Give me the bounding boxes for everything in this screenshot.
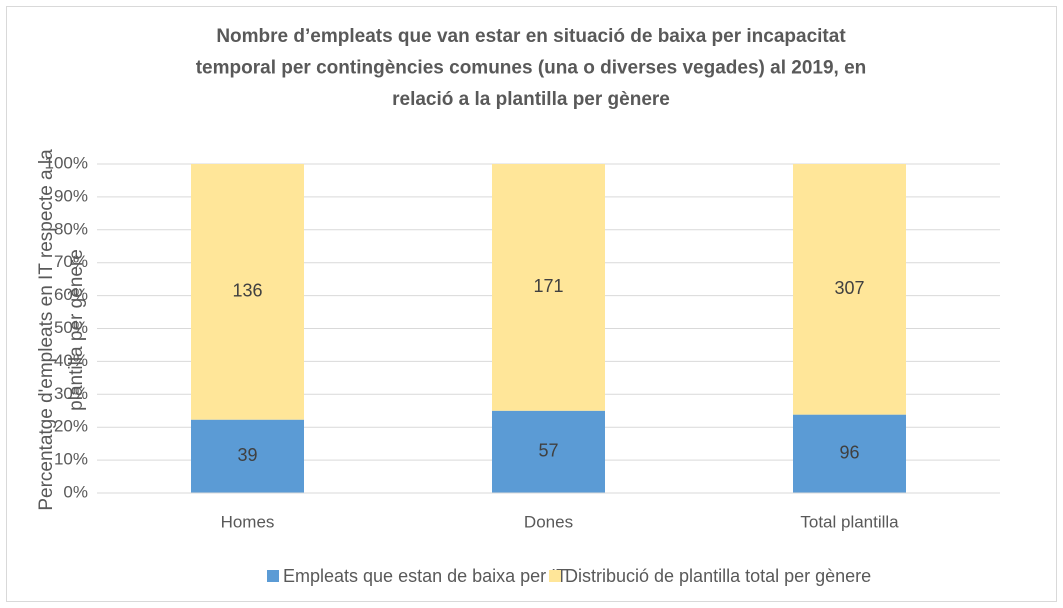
y-tick-label: 10% xyxy=(54,450,88,469)
bar-segment xyxy=(793,414,906,493)
bar-segment xyxy=(492,164,605,411)
y-axis-label: Percentatge d'empleats en IT respecte a … xyxy=(36,149,57,511)
y-tick-label: 90% xyxy=(54,186,88,205)
bar-segment xyxy=(191,419,304,493)
y-tick-label: 70% xyxy=(54,252,88,271)
y-tick-label: 80% xyxy=(54,219,88,238)
y-tick-label: 0% xyxy=(63,482,88,501)
data-label: 136 xyxy=(232,281,262,301)
chart-title: Nombre d’empleats que van estar en situa… xyxy=(216,26,846,47)
y-axis-label: plantilla per gènere xyxy=(66,249,87,411)
chart-title: temporal per contingències comunes (una … xyxy=(196,58,867,79)
x-tick-label: Total plantilla xyxy=(800,512,899,531)
x-tick-label: Homes xyxy=(221,512,275,531)
data-label: 57 xyxy=(538,441,558,461)
y-tick-label: 100% xyxy=(45,153,88,172)
legend-label: Distribució de plantilla total per gèner… xyxy=(565,566,871,586)
bar-segment xyxy=(191,164,304,420)
y-tick-label: 40% xyxy=(54,351,88,370)
y-tick-label: 30% xyxy=(54,384,88,403)
legend-swatch xyxy=(549,570,561,582)
data-label: 307 xyxy=(834,278,864,298)
legend-swatch xyxy=(267,570,279,582)
chart-title: relació a la plantilla per gènere xyxy=(392,89,670,110)
bar-segment xyxy=(492,410,605,493)
y-tick-label: 60% xyxy=(54,285,88,304)
bar-segment xyxy=(793,164,906,415)
x-tick-label: Dones xyxy=(524,512,573,531)
data-label: 39 xyxy=(237,445,257,465)
y-tick-label: 20% xyxy=(54,417,88,436)
legend-label: Empleats que estan de baixa per IT xyxy=(283,566,567,586)
y-tick-label: 50% xyxy=(54,318,88,337)
data-label: 96 xyxy=(839,443,859,463)
data-label: 171 xyxy=(533,276,563,296)
